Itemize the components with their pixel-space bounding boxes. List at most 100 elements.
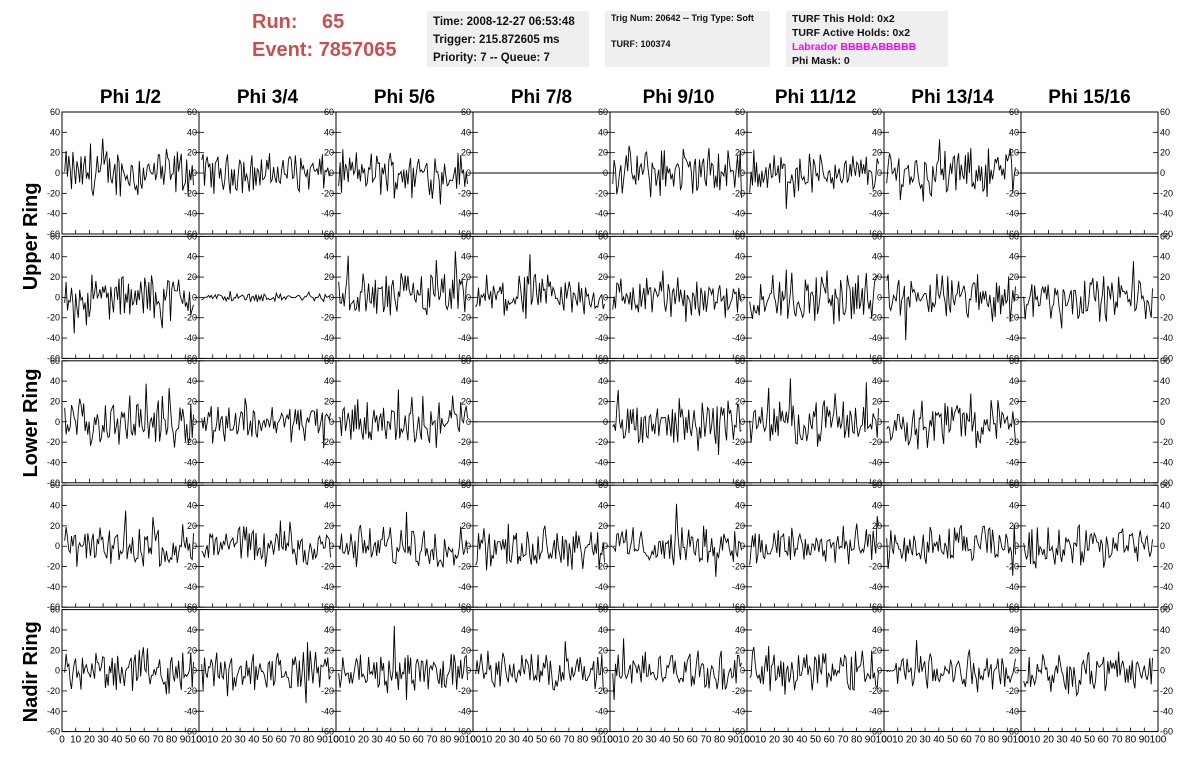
run-label: Run: — [252, 11, 298, 33]
waveform-panel: -60 -40 -20 0 20 40 60 — [321, 480, 474, 612]
y-tick-label: 20 — [1009, 148, 1019, 158]
y-tick-label: 40 — [735, 625, 745, 635]
y-tick-label: 40 — [1009, 252, 1019, 262]
y-tick-label: 40 — [1009, 127, 1019, 137]
y-tick-label: -40 — [1160, 209, 1173, 219]
y-tick-label: -40 — [47, 333, 60, 343]
y-tick-label: -40 — [47, 582, 60, 592]
y-tick-label: 0 — [192, 417, 197, 427]
y-tick-label: 40 — [187, 376, 197, 386]
waveform-panel: -60 -40 -20 0 20 40 60 — [321, 107, 474, 239]
y-tick-label: -20 — [184, 686, 197, 696]
x-tick-label: 10 — [344, 735, 356, 746]
x-tick-label: 10 — [892, 735, 904, 746]
waveform-panel: -60 -40 -20 0 20 40 60 — [458, 480, 611, 612]
x-tick-label: 20 — [769, 735, 781, 746]
y-tick-label: -60 — [869, 229, 882, 239]
column-title: Phi 15/16 — [1048, 87, 1130, 108]
y-tick-label: 60 — [872, 605, 882, 615]
waveform-panel: -60 -40 -20 0 20 40 60 — [458, 231, 611, 363]
y-tick-label: 0 — [1014, 168, 1019, 178]
y-tick-label: 20 — [461, 396, 471, 406]
y-tick-label: 0 — [877, 168, 882, 178]
x-tick-label: 40 — [1070, 735, 1082, 746]
y-tick-label: -60 — [321, 353, 334, 363]
y-tick-label: 60 — [50, 231, 60, 241]
y-tick-label: 0 — [1014, 417, 1019, 427]
x-tick-label: 80 — [440, 735, 452, 746]
x-tick-label: 90 — [317, 735, 329, 746]
y-tick-label: -40 — [458, 706, 471, 716]
y-tick-label: -20 — [1006, 562, 1019, 572]
y-tick-label: 60 — [461, 605, 471, 615]
y-tick-label: 40 — [735, 501, 745, 511]
time-panel: Time: 2008-12-27 06:53:48 Trigger: 215.8… — [427, 11, 589, 67]
column-title: Phi 5/6 — [374, 87, 435, 108]
y-tick-label: -40 — [184, 582, 197, 592]
ring-label: Upper Ring — [20, 183, 42, 291]
y-tick-label: -20 — [595, 437, 608, 447]
y-tick-label: 0 — [192, 666, 197, 676]
x-tick-label: 60 — [550, 735, 562, 746]
x-tick-label: 70 — [426, 735, 438, 746]
y-tick-label: -40 — [869, 333, 882, 343]
y-tick-label: -40 — [595, 457, 608, 467]
x-tick-label: 60 — [139, 735, 151, 746]
y-tick-label: 60 — [598, 480, 608, 490]
y-tick-label: 20 — [1160, 645, 1170, 655]
y-tick-label: -20 — [1160, 313, 1173, 323]
panel-frame — [746, 360, 885, 484]
y-tick-label: -60 — [1006, 727, 1019, 737]
priority-text: Priority: 7 -- Queue: 7 — [433, 52, 550, 64]
y-tick-label: -20 — [1006, 313, 1019, 323]
y-tick-label: -20 — [47, 437, 60, 447]
x-tick-label: 90 — [1002, 735, 1014, 746]
y-tick-label: 60 — [187, 231, 197, 241]
x-tick-label: 80 — [1125, 735, 1137, 746]
x-tick-label: 100 — [739, 735, 756, 746]
y-tick-label: -20 — [184, 437, 197, 447]
y-tick-label: -40 — [595, 333, 608, 343]
waveform-trace — [64, 510, 194, 568]
x-tick-label: 20 — [906, 735, 918, 746]
y-tick-label: 40 — [461, 625, 471, 635]
y-tick-label: 40 — [1160, 501, 1170, 511]
x-tick-label: 90 — [865, 735, 877, 746]
y-tick-label: 20 — [324, 521, 334, 531]
y-tick-label: 20 — [50, 272, 60, 282]
y-tick-label: -60 — [595, 229, 608, 239]
y-tick-label: -60 — [732, 478, 745, 488]
y-tick-label: -20 — [458, 686, 471, 696]
y-tick-label: -20 — [869, 562, 882, 572]
y-tick-label: -60 — [1006, 602, 1019, 612]
y-tick-label: 0 — [192, 292, 197, 302]
x-tick-label: 100 — [1013, 735, 1030, 746]
y-tick-label: 40 — [872, 376, 882, 386]
y-tick-label: -20 — [1160, 562, 1173, 572]
y-tick-label: -40 — [732, 457, 745, 467]
y-tick-label: -40 — [184, 209, 197, 219]
y-tick-label: 60 — [598, 107, 608, 117]
y-tick-label: -20 — [595, 188, 608, 198]
x-tick-label: 20 — [84, 735, 96, 746]
y-tick-label: 60 — [461, 480, 471, 490]
x-tick-label: 100 — [191, 735, 208, 746]
x-tick-label: 70 — [152, 735, 164, 746]
x-tick-label: 0 — [196, 735, 202, 746]
y-tick-label: 0 — [1014, 541, 1019, 551]
y-tick-label: 20 — [324, 272, 334, 282]
y-tick-label: 60 — [187, 107, 197, 117]
y-tick-label: -60 — [47, 353, 60, 363]
y-tick-label: 40 — [324, 127, 334, 137]
y-tick-label: 60 — [1009, 231, 1019, 241]
y-tick-label: 20 — [461, 645, 471, 655]
y-tick-label: -40 — [321, 333, 334, 343]
waveform-trace — [886, 525, 1016, 576]
y-tick-label: 0 — [877, 292, 882, 302]
y-tick-label: 0 — [1014, 292, 1019, 302]
y-tick-label: -20 — [47, 686, 60, 696]
y-tick-label: 20 — [50, 148, 60, 158]
y-tick-label: 0 — [740, 292, 745, 302]
x-tick-label: 100 — [328, 735, 345, 746]
